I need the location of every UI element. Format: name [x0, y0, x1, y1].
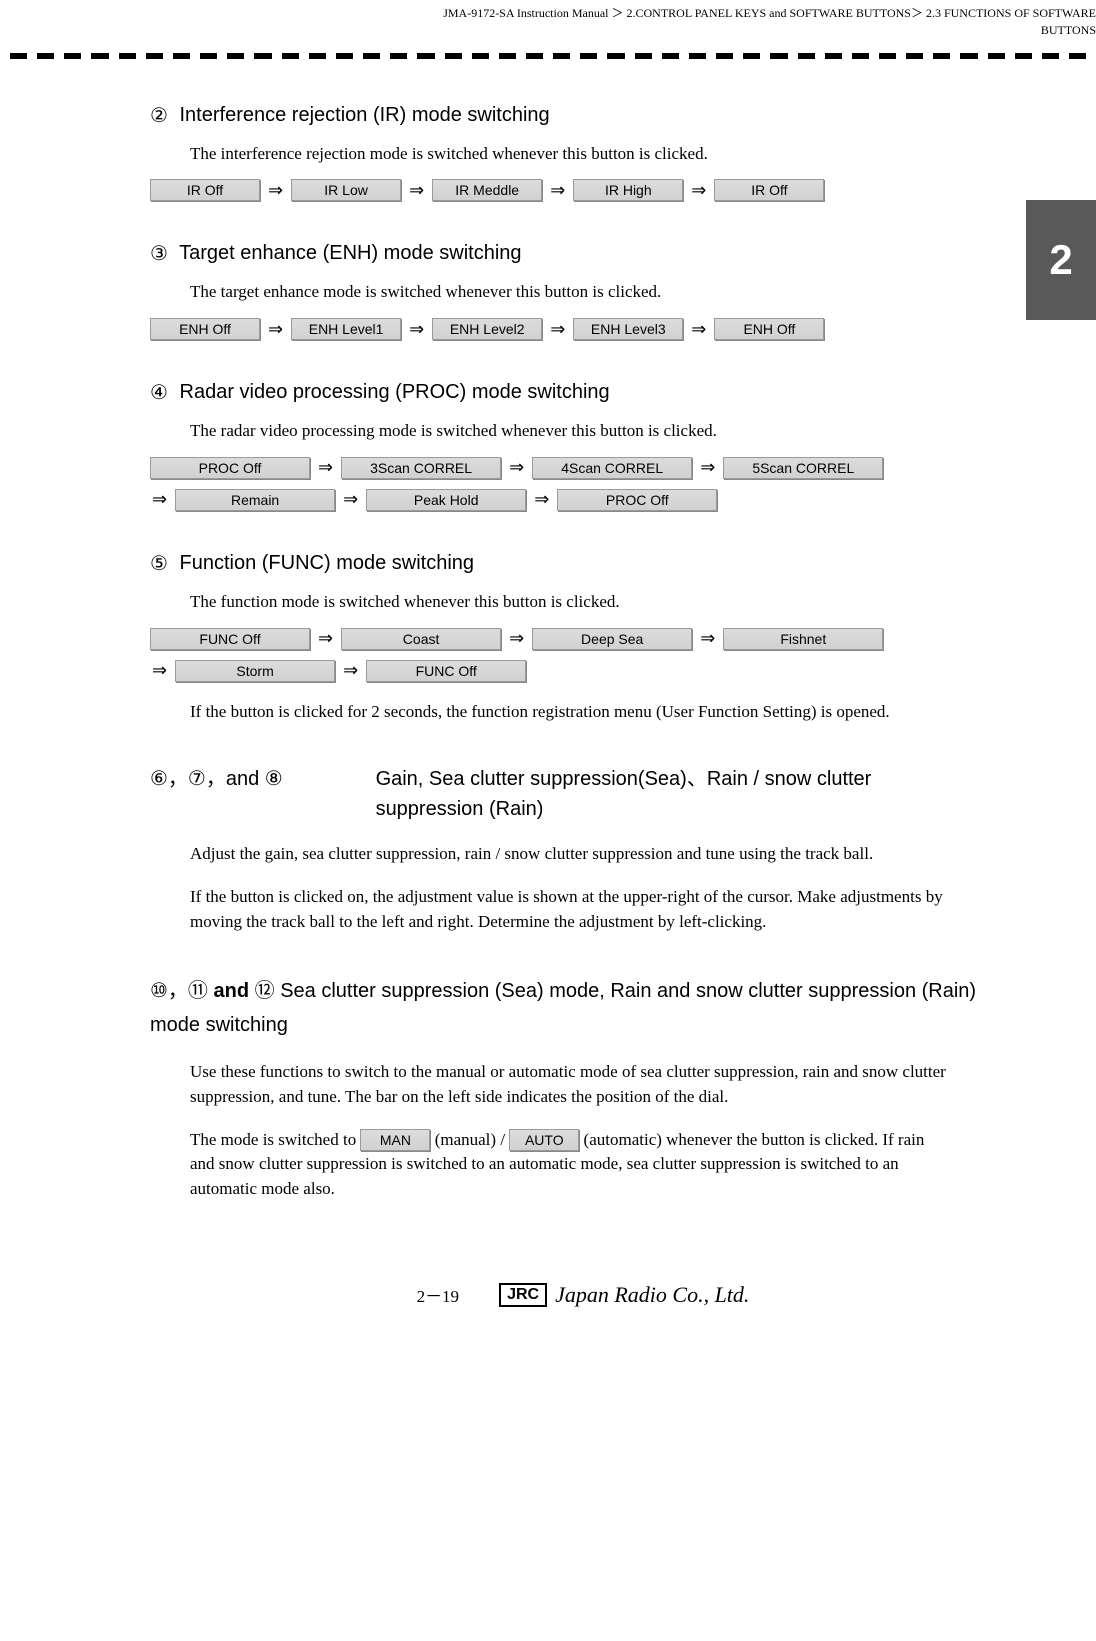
storm-button[interactable]: Storm [175, 660, 335, 682]
enh-level3-button[interactable]: ENH Level3 [573, 318, 683, 340]
func-flow: FUNC Off ⇒ Coast ⇒ Deep Sea ⇒ Fishnet [150, 628, 1016, 650]
section-num: ③ [150, 241, 168, 266]
header-line2: BUTTONS [0, 22, 1096, 39]
section-lead-c: ⑫ [249, 980, 280, 1002]
ir-meddle-button[interactable]: IR Meddle [432, 179, 542, 201]
proc-flow-2: ⇒ Remain ⇒ Peak Hold ⇒ PROC Off [150, 489, 1016, 511]
arrow-icon: ⇒ [341, 489, 360, 510]
enh-off-button[interactable]: ENH Off [150, 318, 260, 340]
proc-off-button[interactable]: PROC Off [557, 489, 717, 511]
divider-dashes [0, 49, 1096, 63]
section-sea-rain-mode: ⑩，⑪ and ⑫ Sea clutter suppression (Sea) … [150, 974, 1016, 1201]
arrow-icon: ⇒ [341, 660, 360, 681]
section-title-text: Gain, Sea clutter suppression(Sea)、Rain … [376, 764, 936, 824]
proc-flow: PROC Off ⇒ 3Scan CORREL ⇒ 4Scan CORREL ⇒… [150, 457, 1016, 479]
arrow-icon: ⇒ [316, 628, 335, 649]
section-para-2: The mode is switched to MAN (manual) / A… [190, 1128, 950, 1202]
arrow-icon: ⇒ [548, 180, 567, 201]
jrc-box: JRC [499, 1283, 547, 1307]
arrow-icon: ⇒ [266, 180, 285, 201]
5scan-correl-button[interactable]: 5Scan CORREL [723, 457, 883, 479]
auto-button[interactable]: AUTO [509, 1129, 579, 1151]
deep-sea-button[interactable]: Deep Sea [532, 628, 692, 650]
enh-flow: ENH Off ⇒ ENH Level1 ⇒ ENH Level2 ⇒ ENH … [150, 318, 1016, 340]
ir-low-button[interactable]: IR Low [291, 179, 401, 201]
enh-level2-button[interactable]: ENH Level2 [432, 318, 542, 340]
section-proc: ④ Radar video processing (PROC) mode swi… [150, 380, 1016, 511]
func-off-button[interactable]: FUNC Off [366, 660, 526, 682]
section-func: ⑤ Function (FUNC) mode switching The fun… [150, 551, 1016, 724]
section-num: ⑤ [150, 551, 168, 576]
section-desc: The function mode is switched whenever t… [190, 590, 1016, 614]
section-desc: The radar video processing mode is switc… [190, 419, 1016, 443]
ir-flow: IR Off ⇒ IR Low ⇒ IR Meddle ⇒ IR High ⇒ … [150, 179, 1016, 201]
jrc-logo: JRC Japan Radio Co., Ltd. [499, 1282, 749, 1308]
arrow-icon: ⇒ [407, 319, 426, 340]
3scan-correl-button[interactable]: 3Scan CORREL [341, 457, 501, 479]
p2b: (manual) / [435, 1130, 510, 1149]
ir-off-button[interactable]: IR Off [714, 179, 824, 201]
section-lead-a: ⑩，⑪ [150, 980, 214, 1002]
arrow-icon: ⇒ [689, 319, 708, 340]
header-line1: JMA-9172-SA Instruction Manual ＞ 2.CONTR… [0, 5, 1096, 22]
func-flow-2: ⇒ Storm ⇒ FUNC Off [150, 660, 1016, 682]
enh-level1-button[interactable]: ENH Level1 [291, 318, 401, 340]
arrow-icon: ⇒ [266, 319, 285, 340]
section-title-text: Function (FUNC) mode switching [180, 552, 475, 574]
chapter-side-tab: 2 [1026, 200, 1096, 320]
arrow-icon: ⇒ [507, 457, 526, 478]
ir-high-button[interactable]: IR High [573, 179, 683, 201]
section-enh: ③ Target enhance (ENH) mode switching Th… [150, 241, 1016, 340]
arrow-icon: ⇒ [689, 180, 708, 201]
arrow-icon: ⇒ [698, 457, 717, 478]
section-gain-sea-rain: ⑥，⑦，and ⑧ Gain, Sea clutter suppression(… [150, 764, 1016, 934]
section-lead-b: and [214, 980, 250, 1002]
arrow-icon: ⇒ [150, 660, 169, 681]
section-title-text: Target enhance (ENH) mode switching [179, 242, 521, 264]
coast-button[interactable]: Coast [341, 628, 501, 650]
section-title-text: Interference rejection (IR) mode switchi… [180, 103, 550, 125]
section-title-text: Radar video processing (PROC) mode switc… [180, 381, 610, 403]
arrow-icon: ⇒ [548, 319, 567, 340]
page-number: 2－19 [417, 1282, 460, 1307]
section-lead: ⑥，⑦，and ⑧ [150, 764, 370, 794]
proc-off-button[interactable]: PROC Off [150, 457, 310, 479]
ir-off-button[interactable]: IR Off [150, 179, 260, 201]
section-para-1: Use these functions to switch to the man… [190, 1060, 950, 1109]
arrow-icon: ⇒ [698, 628, 717, 649]
p2a: The mode is switched to [190, 1130, 360, 1149]
arrow-icon: ⇒ [316, 457, 335, 478]
func-off-button[interactable]: FUNC Off [150, 628, 310, 650]
jrc-company-name: Japan Radio Co., Ltd. [555, 1282, 749, 1308]
peak-hold-button[interactable]: Peak Hold [366, 489, 526, 511]
section-desc: The target enhance mode is switched when… [190, 280, 1016, 304]
remain-button[interactable]: Remain [175, 489, 335, 511]
section-num: ④ [150, 380, 168, 405]
section-desc: The interference rejection mode is switc… [190, 142, 1016, 166]
section-para-1: Adjust the gain, sea clutter suppression… [190, 842, 950, 867]
func-after-para: If the button is clicked for 2 seconds, … [190, 700, 950, 725]
enh-off-button[interactable]: ENH Off [714, 318, 824, 340]
section-num: ② [150, 103, 168, 128]
arrow-icon: ⇒ [407, 180, 426, 201]
fishnet-button[interactable]: Fishnet [723, 628, 883, 650]
section-para-2: If the button is clicked on, the adjustm… [190, 885, 950, 934]
page-footer: 2－19 JRC Japan Radio Co., Ltd. [150, 1282, 1016, 1338]
man-button[interactable]: MAN [360, 1129, 430, 1151]
4scan-correl-button[interactable]: 4Scan CORREL [532, 457, 692, 479]
arrow-icon: ⇒ [532, 489, 551, 510]
arrow-icon: ⇒ [150, 489, 169, 510]
section-ir: ② Interference rejection (IR) mode switc… [150, 103, 1016, 202]
arrow-icon: ⇒ [507, 628, 526, 649]
